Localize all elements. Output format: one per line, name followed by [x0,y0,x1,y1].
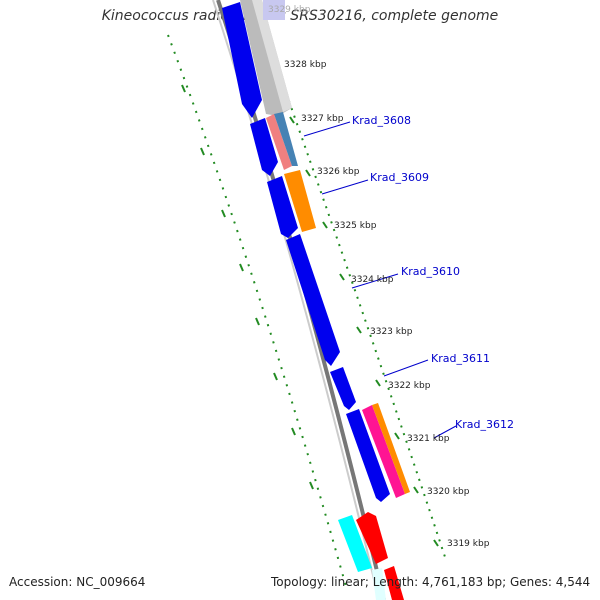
backbone-line-light [212,0,380,600]
orange-feature-2 [372,403,410,494]
inner-dash-marks [271,59,439,547]
gene-label[interactable]: Krad_3609 [370,171,429,184]
tick-label: 3319 kbp [447,539,490,549]
tick-label: 3321 kbp [407,434,450,444]
tick-label: 3325 kbp [334,221,377,231]
cyan-feature [338,515,372,572]
map-title: Kineococcus radiotolerans SRS30216, comp… [101,8,499,24]
cds-arrow[interactable] [222,2,262,118]
tick-label: 3329 kbp [268,5,311,15]
top-highlight [263,0,285,20]
red-feature-2 [384,566,404,600]
salmon-feature [266,114,292,170]
gene-labels: Krad_3608 Krad_3609 Krad_3610 Krad_3611 … [352,114,514,431]
cds-arrow[interactable] [267,176,298,238]
tick-label: 3324 kbp [351,275,394,285]
outer-dash-marks [181,84,314,490]
tick-label: 3327 kbp [301,114,344,124]
gene-label[interactable]: Krad_3612 [455,418,514,431]
pink-feature [362,405,405,498]
red-feature [356,512,388,564]
tick-labels: 3329 kbp 3328 kbp 3327 kbp 3326 kbp 3325… [268,5,490,549]
steel-feature [274,112,298,166]
tick-label: 3320 kbp [427,487,470,497]
gray-cds-bar-light [252,0,292,112]
gene-label[interactable]: Krad_3611 [431,352,490,365]
tick-label: 3326 kbp [317,167,360,177]
tick-label: 3323 kbp [370,327,413,337]
cds-arrow[interactable] [346,409,390,502]
cds-arrow[interactable] [286,234,340,366]
gene-label[interactable]: Krad_3610 [401,265,460,278]
summary-text: Topology: linear; Length: 4,761,183 bp; … [271,575,591,589]
cds-arrow[interactable] [330,367,356,410]
cds-arrow[interactable] [250,118,278,176]
cyan-feature-light [372,568,386,600]
leader-lines [303,121,457,439]
gene-label[interactable]: Krad_3608 [352,114,411,127]
orange-feature [284,170,316,232]
accession-text: Accession: NC_009664 [9,575,146,589]
tick-label: 3328 kbp [284,60,327,70]
tick-label: 3322 kbp [388,381,431,391]
